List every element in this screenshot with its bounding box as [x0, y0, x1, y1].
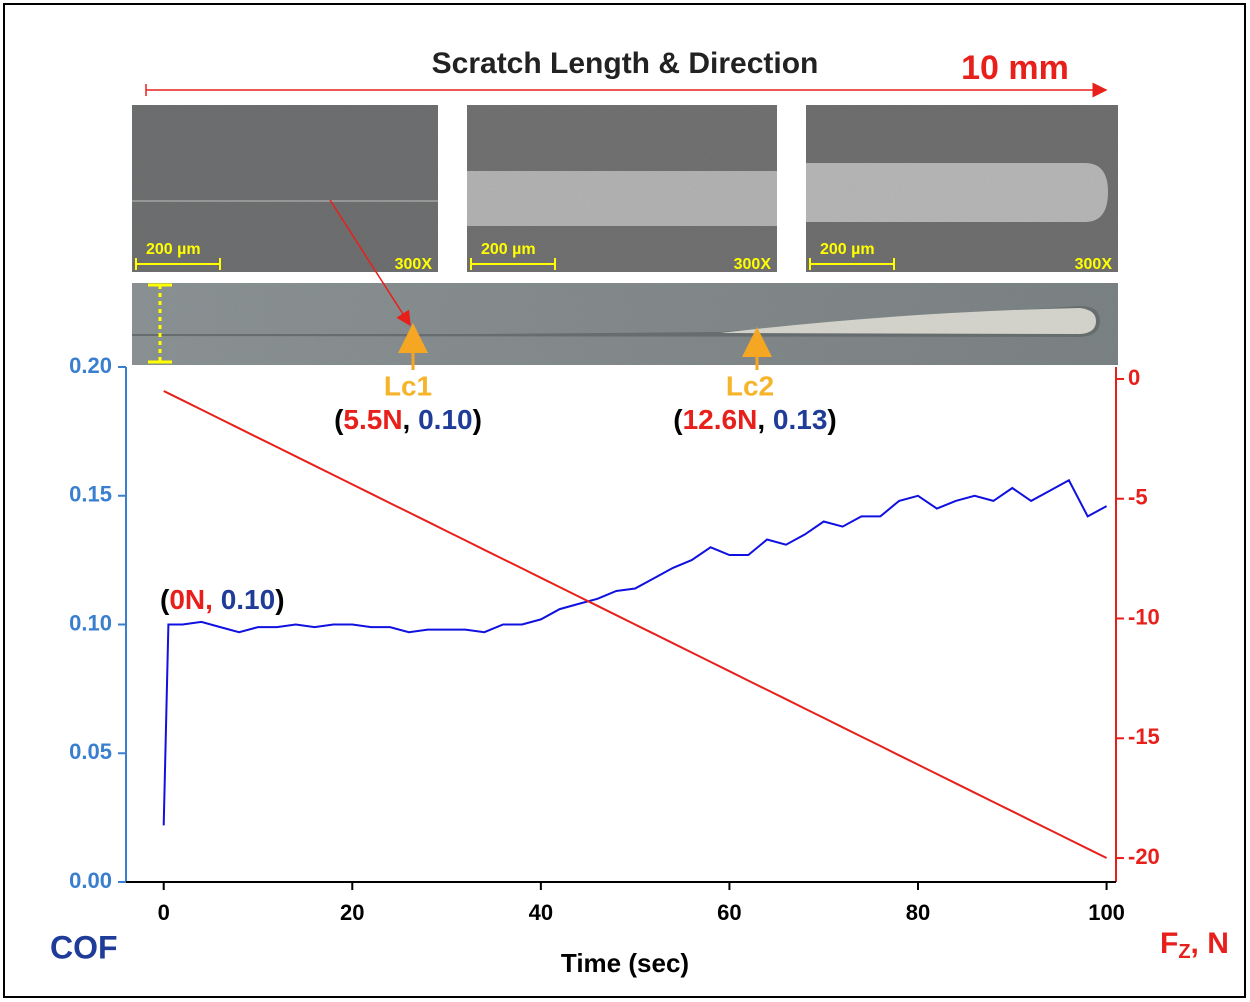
- y-tick-label: 0.20: [69, 353, 112, 378]
- y-tick-label: 0.05: [69, 739, 112, 764]
- y2-tick-label: -10: [1128, 604, 1160, 629]
- annotation-part: ): [275, 584, 284, 615]
- y-axis-label: COF: [50, 929, 118, 965]
- annotation: (12.6N, 0.13): [673, 404, 836, 435]
- label-part: F: [1160, 927, 1178, 960]
- x-tick-label: 0: [158, 900, 170, 925]
- annotation-part: ): [827, 404, 836, 435]
- scratch-bright: [720, 308, 1096, 334]
- x-tick-label: 20: [340, 900, 364, 925]
- pointer-arrow: [329, 199, 411, 327]
- y-tick-label: 0.00: [69, 868, 112, 893]
- x-tick-label: 60: [717, 900, 741, 925]
- annotation-part: ,: [757, 404, 773, 435]
- magnification: 300X: [1075, 256, 1113, 273]
- annotation-part: 12.6N: [683, 404, 758, 435]
- scale-label: 200 µm: [481, 241, 536, 258]
- label-part: , N: [1191, 927, 1229, 960]
- marker-label: Lc1: [384, 370, 432, 401]
- x-tick-label: 80: [906, 900, 930, 925]
- scale-label: 200 µm: [820, 241, 875, 258]
- annotation-part: (: [334, 404, 344, 435]
- micrograph-1: [132, 105, 438, 272]
- series-line: [163, 390, 1108, 859]
- annotation-part: (: [673, 404, 683, 435]
- scratch-groove: [467, 171, 777, 226]
- annotation-part: 0N: [169, 584, 205, 615]
- x-tick-label: 100: [1088, 900, 1125, 925]
- x-tick-label: 40: [529, 900, 553, 925]
- annotation-part: 0.10: [418, 404, 473, 435]
- marker-label: Lc2: [726, 370, 774, 401]
- y-tick-label: 0.15: [69, 482, 112, 507]
- magnification: 300X: [734, 256, 772, 273]
- annotation: (0N, 0.10): [160, 584, 285, 615]
- annotation-part: 5.5N: [343, 404, 402, 435]
- annotation-part: 0.10: [221, 584, 276, 615]
- series-line: [162, 478, 1108, 826]
- y2-tick-label: -20: [1128, 844, 1160, 869]
- y2-tick-label: 0: [1128, 365, 1140, 390]
- annotation: (5.5N, 0.10): [334, 404, 482, 435]
- length-label: 10 mm: [961, 49, 1069, 87]
- annotation-part: (: [160, 584, 170, 615]
- y-tick-label: 0.10: [69, 610, 112, 635]
- scratch-groove: [806, 163, 1108, 222]
- y2-axis-label: FZ, N: [1160, 927, 1229, 963]
- annotation-part: 0.13: [773, 404, 828, 435]
- scale-label: 200 µm: [146, 241, 201, 258]
- y2-tick-label: -5: [1128, 485, 1148, 510]
- micrographs: [132, 105, 1118, 365]
- magnification: 300X: [395, 256, 433, 273]
- x-axis-label: Time (sec): [561, 948, 689, 978]
- annotation-part: ,: [205, 584, 221, 615]
- annotation-part: ): [473, 404, 482, 435]
- header: Scratch Length & Direction: [432, 47, 819, 80]
- label-part: Z: [1178, 941, 1190, 963]
- y2-tick-label: -15: [1128, 724, 1160, 749]
- annotation-part: ,: [403, 404, 419, 435]
